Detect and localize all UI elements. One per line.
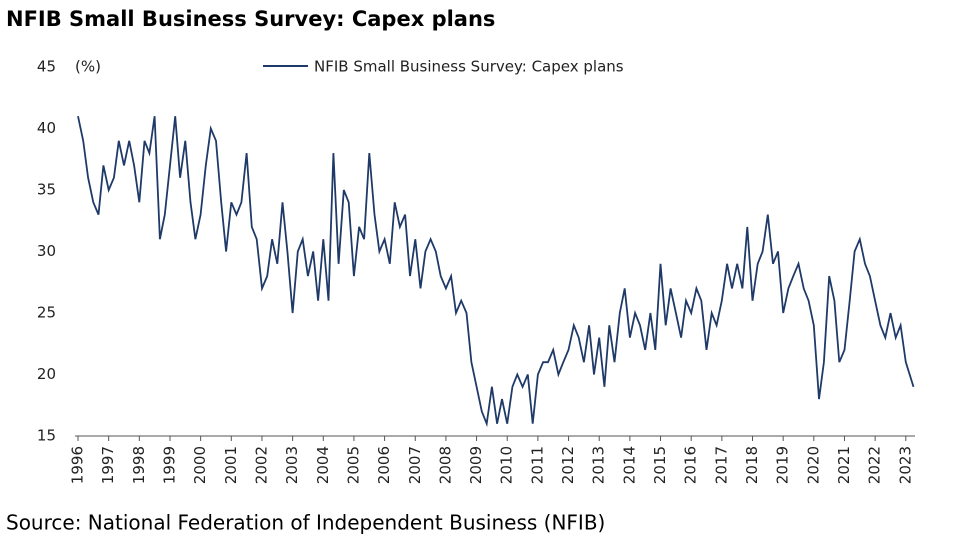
x-tick-label: 2004	[314, 446, 332, 484]
x-tick-label: 1998	[130, 446, 148, 484]
legend-label: NFIB Small Business Survey: Capex plans	[314, 58, 624, 76]
x-tick-label: 1996	[69, 446, 87, 484]
x-tick-label: 2016	[682, 446, 700, 484]
y-tick-label: 35	[37, 181, 56, 199]
y-tick-label: 25	[37, 304, 56, 322]
x-tick-label: 2023	[896, 446, 914, 484]
source: Source: National Federation of Independe…	[6, 511, 605, 535]
x-tick-label: 2021	[835, 446, 853, 484]
x-tick-label: 2015	[651, 446, 669, 484]
y-tick-label: 20	[37, 365, 56, 383]
x-tick-label: 2008	[436, 446, 454, 484]
x-tick-label: 2012	[559, 446, 577, 484]
y-tick-label: 40	[37, 119, 56, 137]
x-tick-label: 2014	[620, 446, 638, 484]
x-tick-label: 2013	[590, 446, 608, 484]
x-tick-label: 2002	[252, 446, 270, 484]
x-tick-label: 2019	[774, 446, 792, 484]
x-tick-label: 2009	[467, 446, 485, 484]
x-tick-label: 2010	[498, 446, 516, 484]
x-tick-label: 2000	[191, 446, 209, 484]
y-tick-label: 15	[37, 427, 56, 445]
x-tick-label: 2007	[406, 446, 424, 484]
x-tick-label: 1997	[99, 446, 117, 484]
x-tick-label: 2003	[283, 446, 301, 484]
y-tick-label: 45	[37, 58, 56, 76]
chart-title: NFIB Small Business Survey: Capex plans	[6, 7, 495, 31]
x-tick-label: 2022	[866, 446, 884, 484]
x-tick-label: 2005	[344, 446, 362, 484]
x-tick-label: 2006	[375, 446, 393, 484]
x-tick-label: 2017	[712, 446, 730, 484]
y-unit: (%)	[75, 58, 101, 76]
x-tick-label: 2020	[804, 446, 822, 484]
data-line	[77, 116, 915, 428]
x-tick-label: 1999	[160, 446, 178, 484]
x-tick-label: 2001	[222, 446, 240, 484]
x-tick-label: 2011	[528, 446, 546, 484]
x-tick-label: 2018	[743, 446, 761, 484]
y-tick-label: 30	[37, 242, 56, 260]
